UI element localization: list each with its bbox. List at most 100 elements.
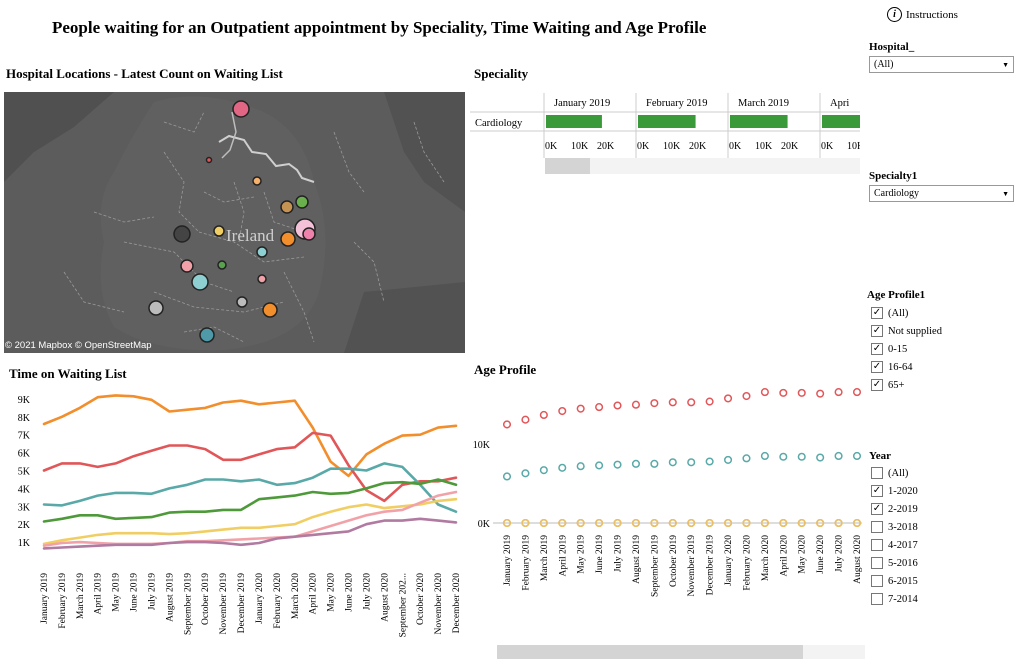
hospital-marker[interactable] <box>280 231 296 247</box>
hospital-marker[interactable] <box>262 302 278 318</box>
age-profile-option[interactable]: ✓ (All) <box>871 304 942 322</box>
point-not-supplied[interactable] <box>613 518 622 528</box>
point-not-supplied[interactable] <box>724 518 733 528</box>
checkbox-checked-icon[interactable]: ✓ <box>871 503 883 515</box>
point-16-64[interactable] <box>631 400 640 409</box>
hospital-marker[interactable] <box>191 273 209 291</box>
point-65-[interactable] <box>576 462 585 471</box>
point-16-64[interactable] <box>797 388 806 397</box>
checkbox-icon[interactable] <box>871 593 883 605</box>
point-65-[interactable] <box>724 455 733 464</box>
checkbox-checked-icon[interactable]: ✓ <box>871 379 883 391</box>
checkbox-checked-icon[interactable]: ✓ <box>871 361 883 373</box>
point-16-64[interactable] <box>742 391 751 401</box>
point-65-[interactable] <box>705 457 714 466</box>
point-not-supplied[interactable] <box>650 518 659 528</box>
speciality-bar[interactable] <box>730 115 788 128</box>
point-not-supplied[interactable] <box>521 518 530 528</box>
point-65-[interactable] <box>539 466 548 475</box>
speciality-bar[interactable] <box>822 115 860 128</box>
hospital-marker[interactable] <box>236 296 248 308</box>
point-not-supplied[interactable] <box>852 518 862 528</box>
age-profile-option[interactable]: ✓ 0-15 <box>871 340 942 358</box>
year-option[interactable]: 4-2017 <box>871 536 918 554</box>
point-not-supplied[interactable] <box>687 518 696 528</box>
hospital-marker[interactable] <box>280 200 294 214</box>
year-option[interactable]: 5-2016 <box>871 554 918 572</box>
point-16-64[interactable] <box>760 388 769 397</box>
series-line-teal[interactable] <box>42 462 458 513</box>
hospital-marker[interactable] <box>205 156 213 164</box>
hospital-marker[interactable] <box>256 246 268 258</box>
point-not-supplied[interactable] <box>816 518 825 528</box>
point-not-supplied[interactable] <box>705 518 714 528</box>
hospital-marker[interactable] <box>302 227 316 241</box>
point-65-[interactable] <box>797 452 806 461</box>
year-option[interactable]: 6-2015 <box>871 572 918 590</box>
speciality-scroll-thumb[interactable] <box>545 158 590 174</box>
point-65-[interactable] <box>687 458 696 467</box>
age-profile-option[interactable]: ✓ Not supplied <box>871 322 942 340</box>
point-65-[interactable] <box>558 463 567 472</box>
point-16-64[interactable] <box>650 399 659 408</box>
series-line-purple[interactable] <box>42 517 458 550</box>
hospital-marker[interactable] <box>213 225 225 237</box>
point-65-[interactable] <box>595 461 604 470</box>
point-not-supplied[interactable] <box>760 518 769 528</box>
point-not-supplied[interactable] <box>558 518 567 528</box>
point-65-[interactable] <box>613 460 622 469</box>
point-65-[interactable] <box>816 453 825 462</box>
hospital-marker[interactable] <box>180 259 194 273</box>
series-line-green[interactable] <box>42 478 458 523</box>
point-65-[interactable] <box>502 472 512 481</box>
hospital-map[interactable]: Ireland <box>4 92 465 353</box>
checkbox-icon[interactable] <box>871 521 883 533</box>
point-65-[interactable] <box>742 454 751 463</box>
speciality-bar[interactable] <box>638 115 696 128</box>
hospital-marker[interactable] <box>232 100 250 118</box>
point-16-64[interactable] <box>539 410 548 420</box>
hospital-marker[interactable] <box>252 176 262 186</box>
speciality-bar[interactable] <box>546 115 602 128</box>
point-16-64[interactable] <box>779 388 788 397</box>
point-not-supplied[interactable] <box>595 518 604 528</box>
age-profile-scroll-thumb[interactable] <box>497 645 803 659</box>
series-line-red[interactable] <box>42 431 458 503</box>
point-16-64[interactable] <box>687 398 696 407</box>
age-profile-option[interactable]: ✓ 16-64 <box>871 358 942 376</box>
point-16-64[interactable] <box>834 388 843 397</box>
point-16-64[interactable] <box>816 389 825 398</box>
year-option[interactable]: 7-2014 <box>871 590 918 608</box>
point-65-[interactable] <box>521 469 530 478</box>
checkbox-checked-icon[interactable]: ✓ <box>871 485 883 497</box>
point-16-64[interactable] <box>852 388 862 397</box>
point-65-[interactable] <box>760 451 769 461</box>
year-option[interactable]: 3-2018 <box>871 518 918 536</box>
series-line-orange[interactable] <box>42 394 458 478</box>
point-not-supplied[interactable] <box>539 518 548 528</box>
point-65-[interactable] <box>631 459 640 468</box>
year-option[interactable]: (All) <box>871 464 918 482</box>
point-not-supplied[interactable] <box>631 518 640 528</box>
speciality-scrollbar[interactable] <box>545 158 860 174</box>
point-16-64[interactable] <box>613 401 622 410</box>
point-16-64[interactable] <box>668 398 677 407</box>
checkbox-icon[interactable] <box>871 575 883 587</box>
point-65-[interactable] <box>852 451 862 461</box>
point-16-64[interactable] <box>576 404 585 413</box>
hospital-marker[interactable] <box>257 274 267 284</box>
point-65-[interactable] <box>650 459 659 468</box>
age-profile-scrollbar[interactable] <box>497 645 865 659</box>
point-not-supplied[interactable] <box>668 518 677 528</box>
point-not-supplied[interactable] <box>779 518 788 528</box>
checkbox-icon[interactable] <box>871 557 883 569</box>
hospital-dropdown[interactable]: (All) ▼ <box>869 56 1014 73</box>
year-option[interactable]: ✓ 1-2020 <box>871 482 918 500</box>
point-65-[interactable] <box>834 451 843 461</box>
hospital-marker[interactable] <box>173 225 191 243</box>
point-16-64[interactable] <box>595 403 604 412</box>
hospital-marker[interactable] <box>199 327 215 343</box>
specialty-dropdown[interactable]: Cardiology ▼ <box>869 185 1014 202</box>
point-16-64[interactable] <box>502 420 512 429</box>
point-not-supplied[interactable] <box>502 518 512 528</box>
